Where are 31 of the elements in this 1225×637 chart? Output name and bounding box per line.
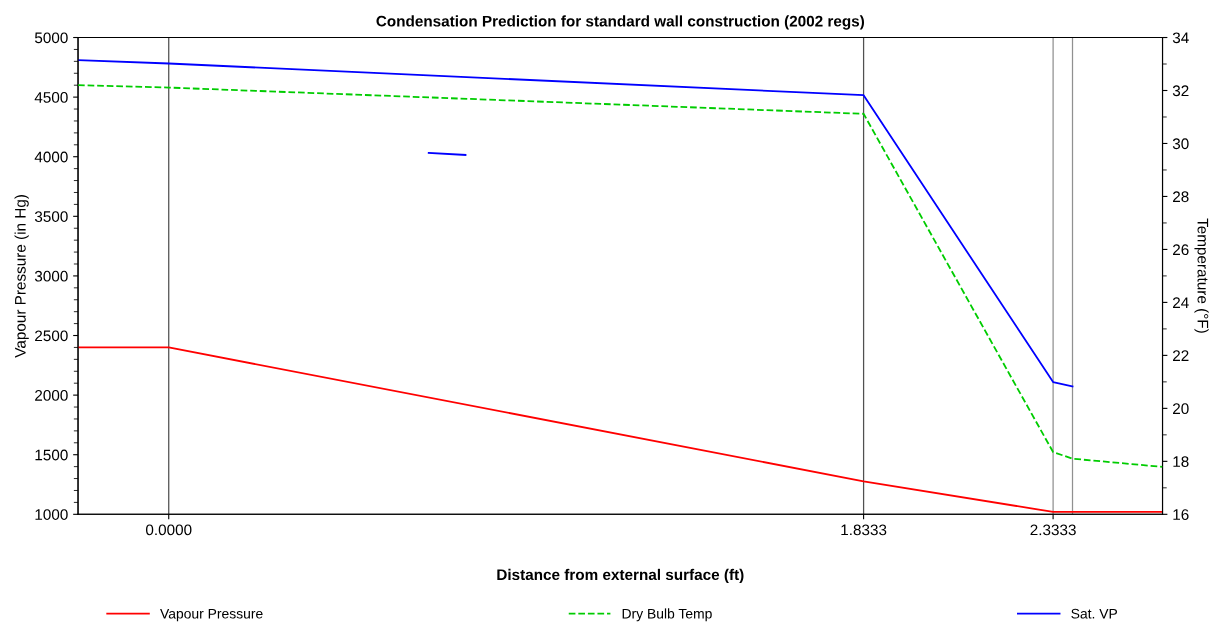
x-tick-label: 1.8333 xyxy=(841,524,887,536)
y-tick-label: 4000 xyxy=(34,151,68,163)
y2-tick-label: 24 xyxy=(1173,297,1189,308)
x-tick-label: 2.3333 xyxy=(1030,524,1076,536)
y-tick-label: 1000 xyxy=(35,509,68,520)
y-tick-label: 2500 xyxy=(35,330,68,342)
legend-label: Sat. VP xyxy=(1071,608,1118,619)
y2-tick-label: 20 xyxy=(1173,403,1189,415)
line-series xyxy=(78,84,1163,468)
y-axis-title: Vapour Pressure (in Hg) xyxy=(14,195,29,358)
y-tick-label: 4500 xyxy=(34,91,68,103)
y-tick-label: 5000 xyxy=(34,32,68,44)
y2-tick-label: 26 xyxy=(1173,244,1189,256)
x-tick-label: 0.0000 xyxy=(145,524,192,536)
legend-label: Vapour Pressure xyxy=(160,608,263,622)
y-tick-label: 3500 xyxy=(34,211,68,222)
line-series xyxy=(78,59,1074,388)
chart-title: Condensation Prediction for standard wall construction (2002 regs) xyxy=(376,15,865,30)
x-axis-title: Distance from external surface (ft) xyxy=(497,568,744,584)
legend-label: Dry Bulb Temp xyxy=(622,608,712,622)
y2-tick-label: 22 xyxy=(1173,350,1189,361)
y-tick-label: 1500 xyxy=(35,449,68,461)
y2-tick-label: 28 xyxy=(1173,191,1189,203)
y2-tick-label: 32 xyxy=(1172,85,1189,97)
y-tick-label: 2000 xyxy=(35,389,68,401)
y-tick-label: 3000 xyxy=(34,270,68,282)
y2-tick-label: 34 xyxy=(1172,32,1189,44)
y2-tick-label: 18 xyxy=(1173,456,1189,468)
y2-tick-label: 30 xyxy=(1172,138,1189,150)
y2-axis-title: Temperature (°F) xyxy=(1194,218,1209,333)
y2-tick-label: 16 xyxy=(1173,509,1189,520)
